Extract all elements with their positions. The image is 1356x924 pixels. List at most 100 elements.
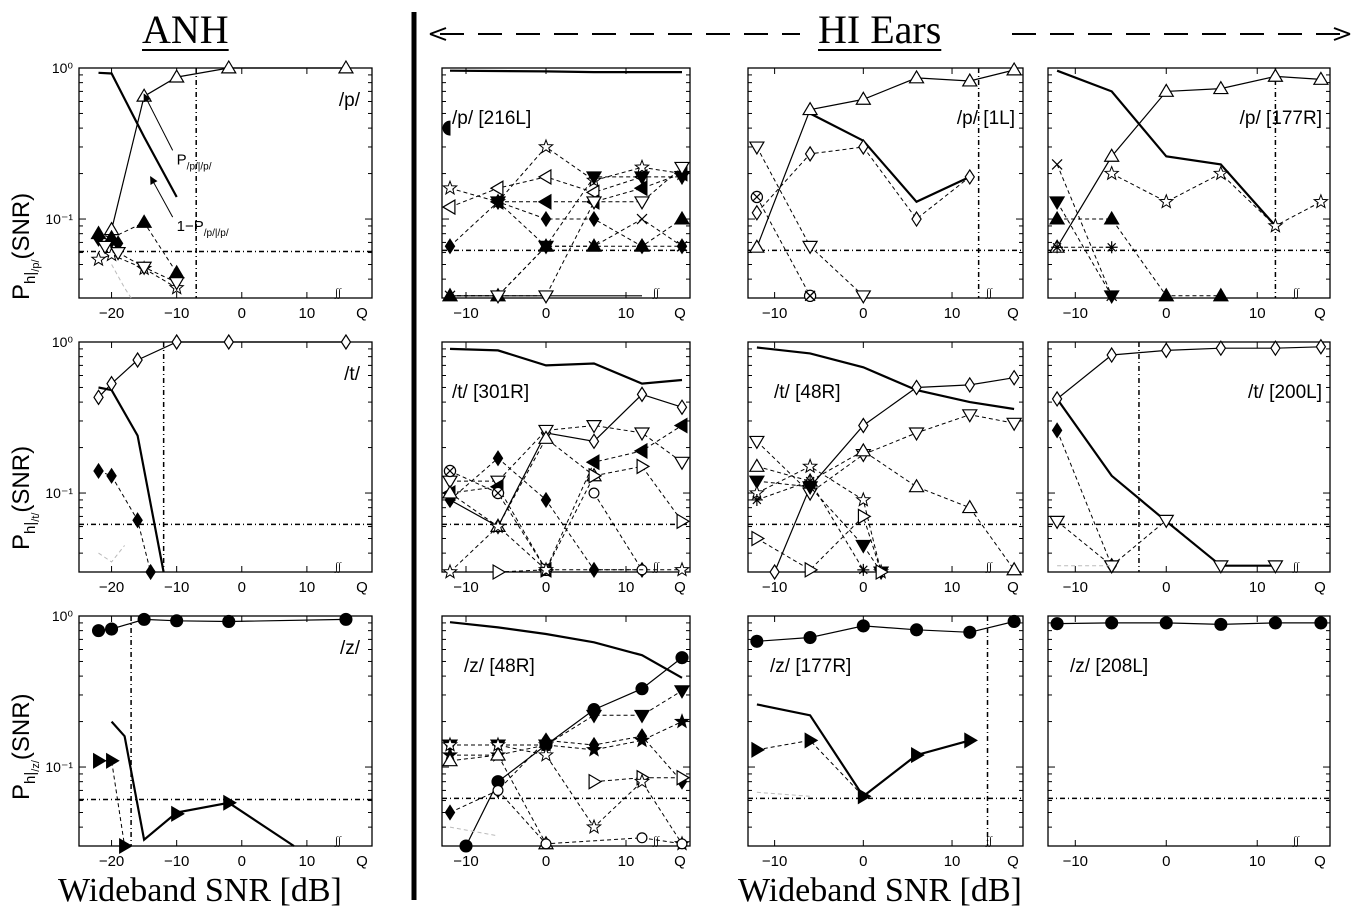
data-point-tri-up-filled (1158, 287, 1175, 302)
data-point-diamond-open (1106, 346, 1117, 364)
series-line (1056, 164, 1113, 296)
panel-ANH-p: −20 −10 0 10 Q ∫∫ 10⁰ 10⁻¹ P/p/|/p/1−P/p/|/p/ /p/ (45, 59, 373, 322)
y-label-z-suffix: (SNR) (8, 693, 35, 761)
data-point-tri-down-open (633, 196, 651, 211)
panel-frame (78, 341, 373, 573)
annotation-arrow (143, 93, 174, 151)
series-line (756, 703, 971, 798)
data-point-diamond-open (1215, 340, 1227, 357)
x-tick-label: −10 (762, 853, 787, 870)
x-tick-label: 0 (1162, 853, 1170, 870)
data-point-tri-up-open (337, 59, 355, 74)
data-point-tri-up-open (1158, 83, 1175, 97)
data-point-diamond-open (340, 333, 352, 351)
data-point-tri-up-filled (1212, 287, 1229, 302)
data-point-tri-up-filled (136, 214, 153, 228)
data-point-star-open (855, 491, 872, 507)
x-tick-label: 10 (944, 853, 961, 870)
y-axis-label-z: Ph|/z/(SNR) (8, 693, 42, 800)
data-point-x (588, 240, 600, 252)
data-point-tri-down-open (489, 290, 507, 305)
axis-break-mark: ∫∫ (1292, 561, 1300, 573)
data-point-tri-up-open (802, 101, 819, 116)
data-point-tri-up-open (220, 59, 237, 74)
data-point-tri-right-open (751, 530, 766, 547)
data-point-tri-up-open (1103, 148, 1120, 162)
x-tick-label-q: Q (1314, 305, 1326, 322)
x-tick-label: 0 (542, 305, 550, 322)
x-tick-label: −10 (1063, 579, 1088, 596)
y-tick-label: 10⁻¹ (45, 211, 73, 227)
data-point-tri-right-open (588, 467, 603, 484)
panel-frame (441, 67, 691, 299)
data-point-diamond-open (132, 351, 143, 369)
hi-arrow-left-head (429, 27, 447, 41)
data-point-tri-up-open (441, 484, 459, 499)
data-point-tri-left-open (441, 199, 456, 216)
data-point-x (676, 240, 688, 252)
x-tick-label-q: Q (674, 579, 686, 596)
data-point-star-open (441, 179, 459, 196)
series-line (98, 386, 165, 573)
data-point-tri-down-open (1006, 417, 1023, 432)
series-0 (98, 71, 178, 198)
series-6 (751, 508, 890, 581)
series-10 (442, 120, 451, 136)
data-point-tri-up-open (168, 68, 185, 83)
series-5 (804, 290, 816, 302)
data-point-diamond-filled (588, 736, 600, 754)
data-point-diamond-open (223, 333, 235, 351)
data-point-tri-up-filled (673, 210, 691, 225)
data-point-tri-down-filled (1103, 290, 1120, 305)
panel-frame (441, 341, 691, 573)
y-label-t-suffix: (SNR) (8, 445, 35, 513)
data-point-tri-up-open (748, 458, 765, 472)
data-point-tri-right-filled (804, 732, 819, 749)
x-tick-label: −10 (453, 853, 478, 870)
panel-label: /p/ [1L] (957, 108, 1015, 129)
panel-label: /p/ [177R] (1240, 108, 1322, 129)
x-tick-label: 0 (238, 853, 246, 870)
data-point-tri-right-filled (911, 747, 925, 764)
y-label-p-suffix: (SNR) (8, 192, 35, 260)
series-9 (441, 518, 691, 579)
x-tick-label-q: Q (356, 305, 368, 322)
series-line (98, 221, 178, 274)
panel-HI-p-1L: −10 0 10 Q ∫∫ /p/ [1L] (747, 61, 1024, 322)
data-point-diamond-filled (132, 512, 143, 529)
data-point-circle-filled (339, 612, 353, 626)
data-point-star-open (1212, 165, 1229, 181)
data-point-circle-filled (1007, 614, 1021, 629)
series-0 (1050, 616, 1328, 631)
y-label-t-sub-prefix: h| (21, 521, 39, 534)
series-line (98, 71, 178, 198)
x-tick-label: −10 (1063, 853, 1088, 870)
series-line (756, 414, 1015, 494)
anh-header: ANH (142, 7, 229, 52)
data-point-tri-down-open (748, 141, 765, 156)
y-tick-label: 10⁻¹ (45, 759, 73, 775)
data-point-tri-down-open (673, 456, 691, 471)
series-line (1057, 218, 1221, 297)
x-tick-label: 0 (859, 853, 867, 870)
data-point-diamond-open (911, 210, 922, 228)
data-point-diamond-filled (106, 467, 117, 484)
series-line (497, 465, 683, 573)
data-point-circle-filled (105, 622, 119, 636)
series-6 (111, 264, 132, 299)
data-point-diamond-filled (1051, 422, 1063, 439)
series-line (593, 777, 682, 783)
series-2 (93, 462, 156, 581)
axis-break-mark: ∫∫ (652, 287, 660, 299)
data-point-circle-filled (963, 625, 977, 639)
data-point-asterisk (1051, 241, 1064, 254)
data-point-tri-right-open (492, 563, 507, 581)
data-point-star-open (441, 563, 459, 579)
data-point-diamond-open (964, 376, 976, 393)
series-4 (90, 246, 185, 295)
series-3 (98, 545, 125, 563)
data-point-tri-up-open (855, 442, 872, 457)
panel-label: /z/ [208L] (1070, 656, 1148, 677)
data-point-half-circle (442, 120, 451, 136)
data-point-tri-up-filled (537, 238, 555, 252)
